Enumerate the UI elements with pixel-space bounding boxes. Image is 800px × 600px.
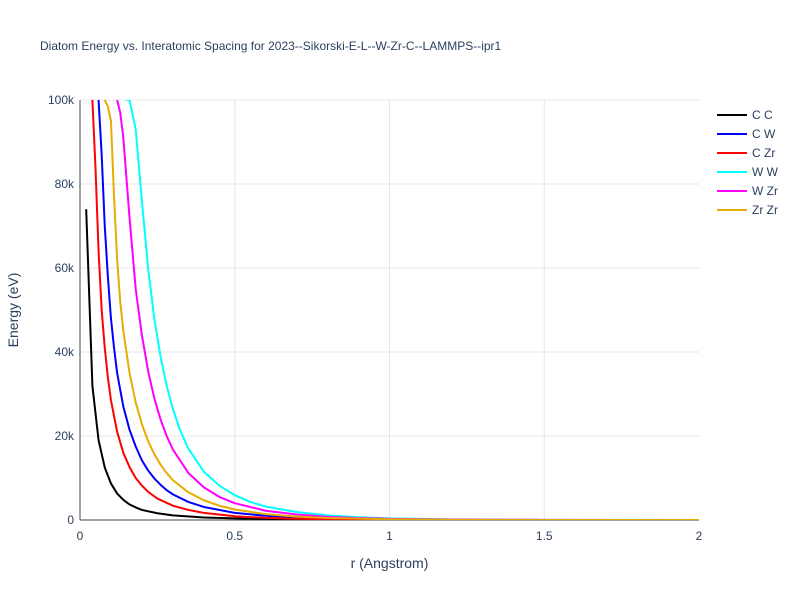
- x-tick-label: 1: [386, 529, 393, 543]
- legend-item-w-w[interactable]: W W: [717, 165, 779, 179]
- x-axis-title: r (Angstrom): [351, 555, 429, 571]
- legend-label: W Zr: [752, 184, 778, 198]
- series-layer: [85, 100, 699, 520]
- legend-item-c-c[interactable]: C C: [717, 108, 773, 122]
- x-tick-label: 2: [696, 529, 703, 543]
- y-tick-label: 20k: [55, 429, 75, 443]
- x-tick-label: 0: [77, 529, 84, 543]
- grid: [79, 99, 699, 521]
- legend-label: C C: [752, 108, 773, 122]
- y-tick-label: 100k: [48, 93, 75, 107]
- y-axis-title: Energy (eV): [5, 273, 21, 348]
- legend-label: Zr Zr: [752, 203, 778, 217]
- x-tick-label: 1.5: [536, 529, 553, 543]
- y-tick-label: 0: [67, 513, 74, 527]
- y-tick-label: 60k: [55, 261, 75, 275]
- legend-label: C Zr: [752, 146, 775, 160]
- legend-item-c-w[interactable]: C W: [717, 127, 776, 141]
- legend[interactable]: C C C W C Zr W W W Zr Zr Zr: [717, 108, 779, 217]
- legend-label: W W: [752, 165, 779, 179]
- legend-item-zr-zr[interactable]: Zr Zr: [717, 203, 778, 217]
- y-tick-label: 40k: [55, 345, 75, 359]
- ticks: 0 0.5 1 1.5 2 0 20k 40k 60k 80k 100k: [48, 93, 703, 543]
- chart-title: Diatom Energy vs. Interatomic Spacing fo…: [40, 39, 502, 53]
- legend-item-w-zr[interactable]: W Zr: [717, 184, 778, 198]
- x-tick-label: 0.5: [226, 529, 243, 543]
- series-line-c-zr: [91, 100, 699, 520]
- legend-label: C W: [752, 127, 776, 141]
- y-tick-label: 80k: [55, 177, 75, 191]
- series-line-zr-zr: [103, 100, 699, 520]
- legend-item-c-zr[interactable]: C Zr: [717, 146, 775, 160]
